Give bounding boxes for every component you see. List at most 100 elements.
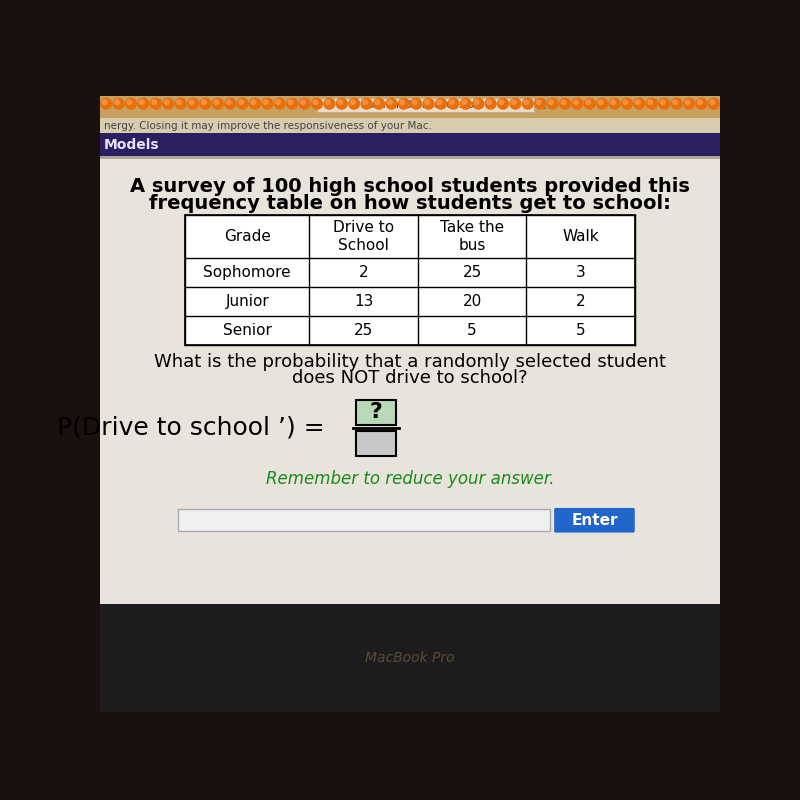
Circle shape xyxy=(338,100,342,105)
Circle shape xyxy=(635,100,640,105)
Circle shape xyxy=(250,98,261,109)
Text: 25: 25 xyxy=(354,323,373,338)
Circle shape xyxy=(386,98,397,109)
Circle shape xyxy=(534,98,546,109)
Circle shape xyxy=(423,98,434,109)
Text: ?: ? xyxy=(370,402,382,422)
Circle shape xyxy=(202,100,206,105)
Circle shape xyxy=(387,100,392,105)
Circle shape xyxy=(189,100,194,105)
Circle shape xyxy=(212,98,223,109)
Circle shape xyxy=(572,98,583,109)
Circle shape xyxy=(696,98,707,109)
Circle shape xyxy=(150,98,162,109)
Circle shape xyxy=(225,98,236,109)
Circle shape xyxy=(299,98,310,109)
Circle shape xyxy=(263,100,268,105)
Text: 25: 25 xyxy=(462,265,482,280)
Text: 13: 13 xyxy=(354,294,373,309)
Circle shape xyxy=(671,98,682,109)
Circle shape xyxy=(114,100,119,105)
Bar xyxy=(100,156,720,159)
Text: Junior: Junior xyxy=(226,294,269,309)
Text: 2: 2 xyxy=(358,265,368,280)
Circle shape xyxy=(511,100,516,105)
Text: C: C xyxy=(538,98,546,112)
Circle shape xyxy=(237,98,248,109)
Circle shape xyxy=(200,98,211,109)
Text: Remember to reduce your answer.: Remember to reduce your answer. xyxy=(266,470,554,488)
Circle shape xyxy=(437,100,442,105)
Bar xyxy=(178,510,550,531)
Circle shape xyxy=(685,100,690,105)
Bar xyxy=(100,133,720,156)
Circle shape xyxy=(622,98,633,109)
Circle shape xyxy=(349,98,360,109)
Circle shape xyxy=(102,100,107,105)
Text: MacBook Pro: MacBook Pro xyxy=(365,651,455,665)
Text: 5: 5 xyxy=(467,323,477,338)
Text: nergy. Closing it may improve the responsiveness of your Mac.: nergy. Closing it may improve the respon… xyxy=(104,121,432,131)
Circle shape xyxy=(648,100,653,105)
Circle shape xyxy=(126,98,137,109)
Circle shape xyxy=(646,98,658,109)
Circle shape xyxy=(101,98,112,109)
Circle shape xyxy=(460,98,471,109)
Circle shape xyxy=(448,98,459,109)
Circle shape xyxy=(561,100,566,105)
Circle shape xyxy=(336,98,347,109)
Circle shape xyxy=(175,98,186,109)
Circle shape xyxy=(362,100,367,105)
Bar xyxy=(100,118,720,134)
Bar xyxy=(100,96,720,118)
Circle shape xyxy=(710,100,714,105)
Text: Enter: Enter xyxy=(571,513,618,528)
Text: does NOT drive to school?: does NOT drive to school? xyxy=(292,369,528,387)
Circle shape xyxy=(226,100,231,105)
Circle shape xyxy=(187,98,198,109)
Circle shape xyxy=(499,100,504,105)
Circle shape xyxy=(435,98,446,109)
Circle shape xyxy=(425,100,430,105)
Circle shape xyxy=(574,100,578,105)
Text: 3: 3 xyxy=(576,265,586,280)
Text: 2: 2 xyxy=(576,294,586,309)
Circle shape xyxy=(276,100,281,105)
Text: Grade: Grade xyxy=(224,229,270,244)
Text: A survey of 100 high school students provided this: A survey of 100 high school students pro… xyxy=(130,178,690,196)
Circle shape xyxy=(138,98,149,109)
Circle shape xyxy=(410,98,422,109)
Circle shape xyxy=(400,100,405,105)
Circle shape xyxy=(485,98,496,109)
Circle shape xyxy=(374,98,385,109)
Bar xyxy=(186,215,634,346)
Circle shape xyxy=(559,98,570,109)
Circle shape xyxy=(274,98,286,109)
Circle shape xyxy=(510,98,521,109)
Circle shape xyxy=(610,100,615,105)
Circle shape xyxy=(586,100,590,105)
Circle shape xyxy=(326,100,330,105)
Circle shape xyxy=(660,100,665,105)
Bar xyxy=(356,431,396,455)
Circle shape xyxy=(262,98,273,109)
Circle shape xyxy=(474,100,479,105)
Circle shape xyxy=(152,100,157,105)
Bar xyxy=(100,159,720,604)
Circle shape xyxy=(698,100,702,105)
Text: 5: 5 xyxy=(576,323,586,338)
Circle shape xyxy=(113,98,124,109)
Circle shape xyxy=(673,100,678,105)
Circle shape xyxy=(498,98,509,109)
Circle shape xyxy=(139,100,144,105)
Text: Take the
bus: Take the bus xyxy=(440,220,504,253)
Text: Walk: Walk xyxy=(562,229,599,244)
Circle shape xyxy=(398,98,410,109)
Circle shape xyxy=(288,100,293,105)
Circle shape xyxy=(238,100,243,105)
Circle shape xyxy=(473,98,484,109)
Circle shape xyxy=(162,98,174,109)
Circle shape xyxy=(286,98,298,109)
Text: 20: 20 xyxy=(462,294,482,309)
Circle shape xyxy=(462,100,466,105)
